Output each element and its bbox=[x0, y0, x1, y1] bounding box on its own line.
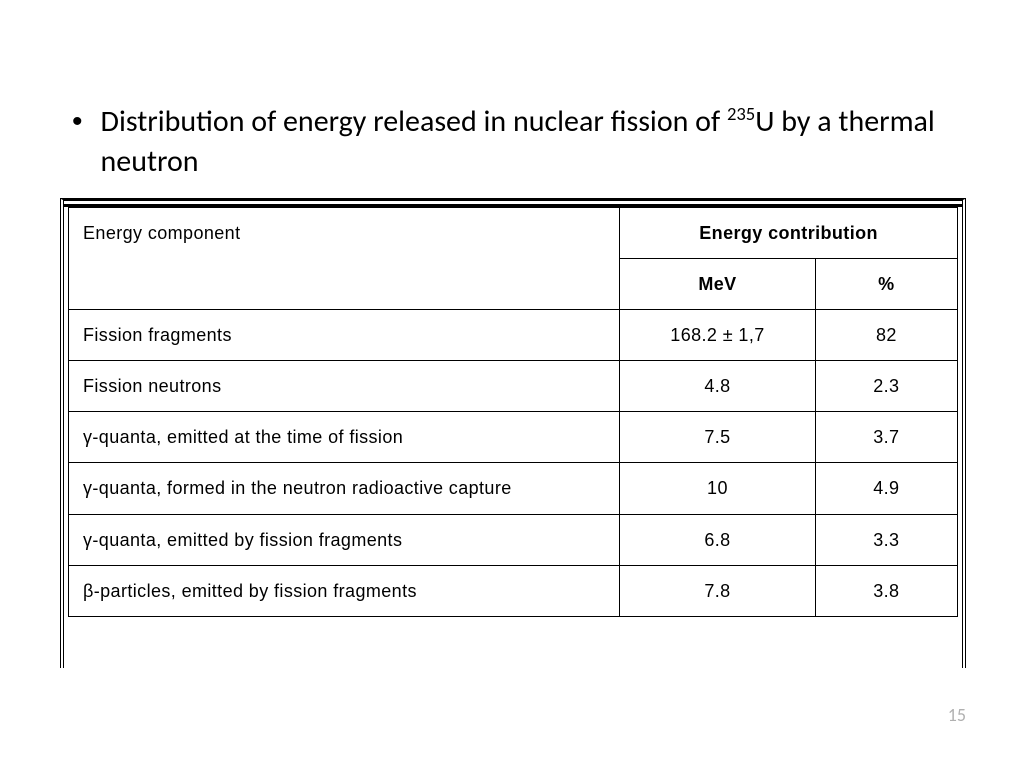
table-row: γ-quanta, formed in the neutron radioact… bbox=[69, 463, 958, 514]
header-mev: MeV bbox=[620, 259, 816, 310]
bullet-superscript: 235 bbox=[727, 102, 755, 125]
bullet-text: Distribution of energy released in nucle… bbox=[101, 102, 942, 182]
cell-label: γ-quanta, emitted by fission fragments bbox=[69, 514, 620, 565]
cell-mev: 10 bbox=[620, 463, 816, 514]
bullet-text-prefix: Distribution of energy released in nucle… bbox=[101, 103, 727, 140]
cell-label: Fission neutrons bbox=[69, 361, 620, 412]
table-row: Fission fragments 168.2 ± 1,7 82 bbox=[69, 310, 958, 361]
cell-label: γ-quanta, emitted at the time of fission bbox=[69, 412, 620, 463]
table-header-row-1: Energy component Energy contribution bbox=[69, 208, 958, 259]
slide: • Distribution of energy released in nuc… bbox=[0, 0, 1024, 768]
cell-pct: 3.3 bbox=[815, 514, 957, 565]
cell-pct: 3.7 bbox=[815, 412, 957, 463]
table-row: γ-quanta, emitted at the time of fission… bbox=[69, 412, 958, 463]
cell-pct: 82 bbox=[815, 310, 957, 361]
cell-mev: 7.5 bbox=[620, 412, 816, 463]
bullet-dot-icon: • bbox=[72, 102, 83, 142]
table-row: β-particles, emitted by fission fragment… bbox=[69, 565, 958, 616]
cell-pct: 4.9 bbox=[815, 463, 957, 514]
cell-mev: 6.8 bbox=[620, 514, 816, 565]
header-energy-contribution: Energy contribution bbox=[620, 208, 958, 259]
cell-label: β-particles, emitted by fission fragment… bbox=[69, 565, 620, 616]
cell-mev: 7.8 bbox=[620, 565, 816, 616]
cell-pct: 3.8 bbox=[815, 565, 957, 616]
bullet-item: • Distribution of energy released in nuc… bbox=[72, 102, 942, 182]
energy-table-container: Energy component Energy contribution MeV… bbox=[60, 198, 966, 668]
cell-label: Fission fragments bbox=[69, 310, 620, 361]
page-number: 15 bbox=[948, 704, 966, 726]
table-row: γ-quanta, emitted by fission fragments 6… bbox=[69, 514, 958, 565]
cell-label: γ-quanta, formed in the neutron radioact… bbox=[69, 463, 620, 514]
header-pct: % bbox=[815, 259, 957, 310]
table-row: Fission neutrons 4.8 2.3 bbox=[69, 361, 958, 412]
cell-mev: 168.2 ± 1,7 bbox=[620, 310, 816, 361]
cell-pct: 2.3 bbox=[815, 361, 957, 412]
cell-mev: 4.8 bbox=[620, 361, 816, 412]
energy-distribution-table: Energy component Energy contribution MeV… bbox=[68, 207, 958, 617]
header-energy-component: Energy component bbox=[69, 208, 620, 310]
